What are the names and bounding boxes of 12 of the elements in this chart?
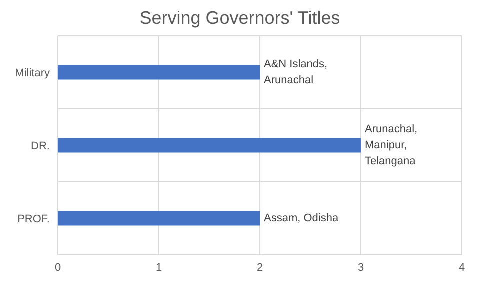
x-tick-label: 0 xyxy=(54,262,62,274)
y-tick-label: DR. xyxy=(31,140,50,152)
x-tick-label: 1 xyxy=(156,262,162,274)
data-label: A&N Islands, Arunachal xyxy=(264,58,328,86)
y-tick-label: PROF. xyxy=(18,213,50,226)
y-tick-label: Military xyxy=(15,67,50,80)
x-tick-label: 4 xyxy=(458,262,466,274)
data-label: Assam, Odisha xyxy=(264,212,340,224)
x-tick-label: 3 xyxy=(358,262,364,274)
data-label: Arunachal, Manipur, Telangana xyxy=(365,123,418,168)
x-tick-label: 2 xyxy=(256,262,264,274)
chart-title: Serving Governors' Titles xyxy=(138,8,342,29)
